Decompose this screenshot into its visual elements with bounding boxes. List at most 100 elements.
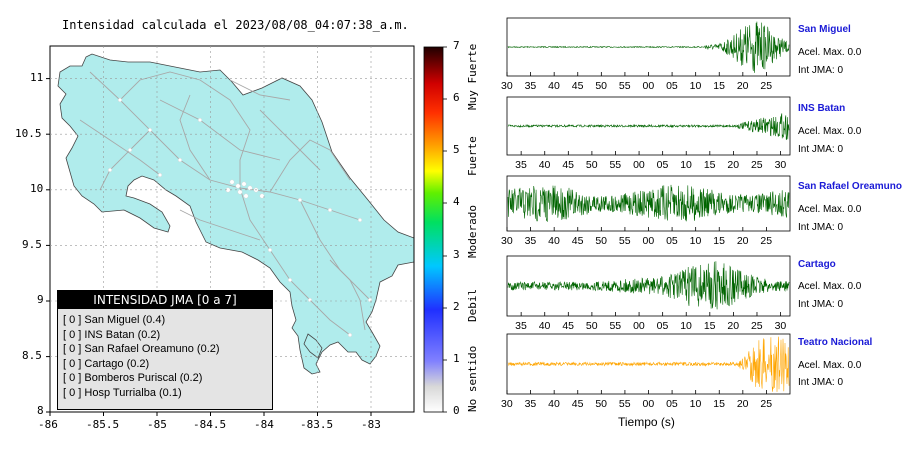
waveform-tick-label: 20: [736, 80, 749, 92]
colorbar-tick: 6: [453, 91, 460, 104]
waveform-tick-label: 00: [642, 80, 655, 92]
colorbar-class-fuerte: Fuerte: [466, 136, 479, 176]
station-name: San Rafael Oreamuno: [798, 181, 902, 192]
y-tick: 11: [30, 71, 44, 84]
x-tick: -84: [254, 418, 274, 431]
waveform-tick-label: 35: [515, 320, 527, 332]
waveform-tick-label: 20: [736, 398, 749, 410]
waveform-tick-label: 00: [633, 159, 645, 171]
waveform-tick-label: 40: [538, 320, 551, 332]
waveform-tick-label: 00: [642, 398, 655, 410]
station-jma: Int JMA: 0: [798, 222, 844, 233]
station-accel: Acel. Max. 0.0: [798, 47, 862, 58]
station-name: Cartago: [798, 259, 836, 270]
waveform-tick-label: 30: [774, 320, 787, 332]
waveform-tick-label: 45: [571, 235, 584, 247]
x-tick: -83: [361, 418, 381, 431]
waveform-tick-label: 50: [595, 398, 608, 410]
legend-item: [ 0 ] Bomberos Puriscal (0.2): [63, 372, 203, 384]
waveform-tick-label: 10: [689, 235, 702, 247]
x-tick: -86: [38, 418, 58, 431]
waveform-tick-label: 05: [666, 80, 678, 92]
colorbar-class-debil: Debil: [466, 288, 479, 322]
waveform-tick-label: 45: [571, 398, 584, 410]
waveform-tick-label: 15: [703, 320, 716, 332]
y-tick: 8.5: [22, 349, 42, 362]
colorbar-tick: 1: [453, 352, 460, 365]
waveform-tick-label: 00: [633, 320, 645, 332]
x-tick: -85.5: [86, 418, 120, 431]
waveform-trace: [507, 261, 790, 310]
waveform-tick-label: 25: [760, 80, 773, 92]
colorbar-tick: 2: [453, 300, 460, 313]
intensity-legend: INTENSIDAD JMA [0 a 7] [ 0 ] San Miguel …: [57, 290, 273, 410]
waveform-tick-label: 55: [618, 80, 631, 92]
waveform-tick-label: 10: [680, 320, 692, 332]
map-title: Intensidad calculada el 2023/08/08_04:07…: [62, 18, 409, 32]
waveform-tick-label: 05: [656, 320, 669, 332]
waveform-tick-label: 20: [736, 235, 749, 247]
waveform-trace: [507, 113, 790, 141]
colorbar-tick: 0: [453, 404, 460, 417]
station-jma: Int JMA: 0: [798, 144, 844, 155]
waveform-tick-label: 30: [774, 159, 787, 171]
x-tick: -84.5: [193, 418, 227, 431]
x-tick: -85: [147, 418, 167, 431]
waveform-tick-label: 30: [501, 398, 513, 410]
waveform-tick-label: 45: [562, 159, 574, 171]
waveform-x-axis-label: Tiempo (s): [618, 415, 675, 429]
waveform-tick-label: 35: [524, 235, 537, 247]
colorbar-tick: 3: [453, 248, 460, 261]
waveform-tick-label: 40: [548, 398, 560, 410]
legend-item: [ 0 ] Hosp Turrialba (0.1): [63, 386, 182, 399]
waveform-frame: [506, 255, 791, 317]
waveform-trace: [507, 21, 790, 73]
waveform-tick-label: 20: [727, 320, 740, 332]
waveform-tick-label: 50: [595, 80, 608, 92]
station-name: INS Batan: [798, 103, 846, 114]
legend-item: [ 0 ] INS Batan (0.2): [63, 328, 161, 341]
town-dots: [107, 97, 373, 338]
y-tick: 10: [30, 182, 44, 195]
waveform-tick-label: 25: [760, 398, 773, 410]
waveform-tick-label: 55: [609, 159, 622, 171]
x-tick: -83.5: [300, 418, 334, 431]
y-tick: 8: [37, 404, 44, 417]
station-jma: Int JMA: 0: [798, 299, 844, 310]
waveform-tick-label: 15: [713, 398, 725, 410]
waveform-tick-label: 30: [501, 235, 513, 247]
colorbar-tick: 5: [453, 143, 460, 156]
station-accel: Acel. Max. 0.0: [798, 204, 862, 215]
station-jma: Int JMA: 0: [798, 65, 844, 76]
legend-title: INTENSIDAD JMA [0 a 7]: [58, 291, 272, 309]
waveform-tick-label: 25: [750, 320, 763, 332]
intensity-colorbar: [423, 46, 444, 413]
waveform-frame: [506, 96, 791, 156]
waveform-tick-label: 10: [689, 398, 702, 410]
station-accel: Acel. Max. 0.0: [798, 281, 862, 292]
y-tick: 9: [37, 293, 44, 306]
waveform-tick-label: 50: [585, 159, 598, 171]
y-tick: 9.5: [22, 238, 42, 251]
station-accel: Acel. Max. 0.0: [798, 126, 862, 137]
waveform-tick-label: 50: [585, 320, 598, 332]
waveform-tick-label: 15: [713, 235, 725, 247]
colorbar-class-no-sentido: No sentido: [466, 345, 479, 412]
waveform-tick-label: 35: [524, 398, 537, 410]
waveform-tick-label: 30: [501, 80, 513, 92]
waveform-tick-label: 40: [538, 159, 551, 171]
colorbar-tick: 4: [453, 195, 460, 208]
waveform-trace: [507, 336, 790, 392]
waveform-tick-label: 50: [595, 235, 608, 247]
waveform-tick-label: 55: [618, 398, 631, 410]
waveform-tick-label: 25: [750, 159, 763, 171]
waveform-tick-label: 10: [689, 80, 702, 92]
waveform-tick-label: 15: [703, 159, 716, 171]
colorbar-class-muy-fuerte: Muy Fuerte: [466, 43, 479, 110]
waveform-panels: [506, 17, 791, 395]
waveform-tick-label: 35: [524, 80, 537, 92]
waveform-tick-label: 25: [760, 235, 773, 247]
legend-item: [ 0 ] San Rafael Oreamuno (0.2): [63, 343, 220, 355]
road-network: [79, 71, 371, 336]
